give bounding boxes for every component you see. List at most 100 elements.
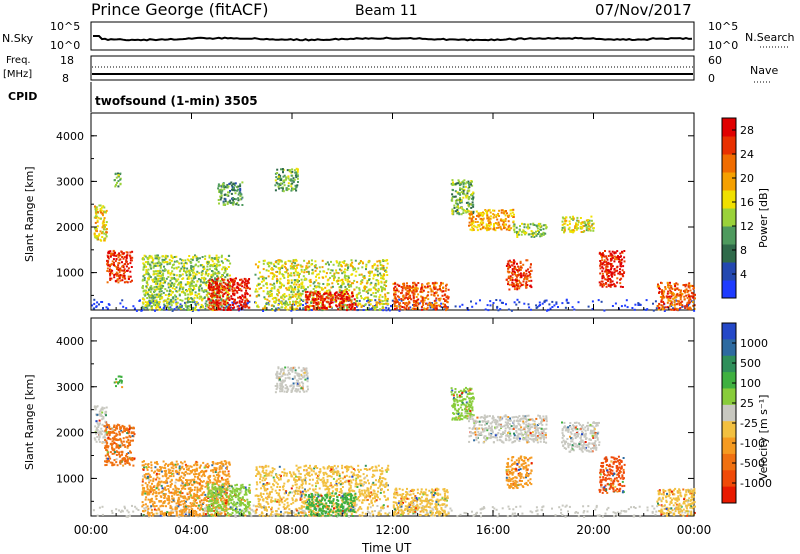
echo-cell: [115, 273, 118, 276]
echo-cell: [590, 215, 593, 218]
echo-cell: [429, 306, 432, 309]
echo-cell: [160, 275, 163, 278]
echo-cell: [499, 227, 502, 230]
echo-cell: [210, 295, 213, 298]
echo-cell: [353, 507, 356, 510]
echo-cell: [486, 217, 489, 220]
echo-cell: [313, 292, 315, 295]
echo-cell: [369, 283, 372, 286]
echo-cell: [145, 265, 148, 268]
echo-cell: [405, 294, 408, 297]
echo-cell: [686, 296, 689, 299]
echo-cell: [511, 270, 514, 273]
echo-cell: [297, 181, 299, 183]
echo-cell: [154, 289, 157, 291]
echo-cell: [171, 257, 174, 260]
echo-cell: [285, 287, 288, 290]
echo-cell: [603, 284, 605, 287]
echo-cell: [221, 304, 224, 307]
echo-cell: [681, 304, 684, 307]
echo-cell: [96, 220, 99, 223]
echo-cell: [662, 292, 665, 295]
echo-cell: [111, 272, 114, 275]
echo-cell: [162, 277, 165, 279]
echo-cell: [467, 180, 470, 183]
echo-cell: [341, 261, 344, 264]
echo-cell: [616, 277, 619, 280]
echo-cell: [238, 304, 241, 307]
echo-cell: [101, 222, 104, 225]
echo-cell: [196, 296, 199, 299]
echo-cell: [364, 285, 366, 288]
echo-cell: [505, 210, 507, 212]
echo-cell: [129, 270, 132, 273]
echo-cell: [502, 219, 505, 222]
echo-cell: [118, 509, 121, 512]
echo-cell: [456, 210, 459, 213]
echo-cell: [536, 306, 539, 309]
echo-cell: [535, 230, 537, 233]
colorbar-swatch: [722, 172, 736, 191]
echo-cell: [337, 279, 340, 282]
echo-cell: [555, 302, 558, 305]
echo-cell: [444, 303, 446, 306]
echo-cell: [283, 174, 286, 177]
echo-cell: [503, 210, 506, 213]
echo-cell: [320, 305, 323, 308]
echo-cell: [95, 432, 97, 435]
echo-cell: [324, 307, 326, 310]
echo-cell: [670, 286, 673, 289]
echo-cell: [352, 294, 354, 297]
echo-cell: [107, 303, 110, 306]
echo-cell: [663, 302, 666, 305]
echo-cell: [485, 226, 488, 229]
echo-cell: [231, 187, 234, 190]
echo-cell: [227, 254, 230, 257]
echo-cell: [249, 294, 252, 297]
echo-cell: [246, 507, 249, 510]
echo-cell: [686, 303, 688, 306]
echo-cell: [581, 226, 584, 229]
echo-cell: [352, 269, 355, 272]
echo-cell: [180, 262, 183, 265]
echo-cell: [238, 190, 241, 193]
echo-cell: [166, 297, 169, 300]
echo-cell: [414, 302, 417, 305]
echo-cell: [119, 269, 122, 272]
echo-cell: [276, 178, 279, 180]
echo-cell: [460, 182, 463, 185]
echo-cell: [232, 203, 235, 206]
echo-cell: [633, 506, 635, 509]
echo-cell: [226, 287, 229, 290]
echo-cell: [198, 507, 201, 510]
echo-cell: [473, 514, 476, 516]
echo-cell: [277, 259, 280, 262]
echo-cell: [323, 305, 326, 308]
echo-cell: [422, 302, 424, 305]
echo-cell: [178, 274, 181, 276]
echo-cell: [229, 274, 231, 277]
echo-cell: [210, 288, 212, 291]
echo-cell: [94, 408, 97, 411]
echo-cell: [286, 288, 289, 291]
echo-cell: [148, 515, 150, 518]
echo-cell: [459, 201, 462, 204]
echo-cell: [379, 264, 382, 266]
echo-cell: [330, 306, 333, 309]
echo-cell: [121, 261, 123, 264]
echo-cell: [530, 270, 532, 272]
echo-cell: [105, 221, 108, 224]
echo-cell: [332, 263, 335, 266]
echo-cell: [507, 308, 510, 311]
echo-cell: [106, 281, 109, 284]
echo-cell: [144, 255, 147, 258]
echo-cell: [121, 279, 124, 282]
echo-cell: [524, 274, 527, 277]
echo-cell: [568, 505, 571, 508]
echo-cell: [95, 210, 98, 213]
echo-cell: [688, 295, 690, 298]
echo-cell: [295, 259, 298, 262]
echo-cell: [489, 211, 492, 214]
echo-cell: [489, 304, 492, 307]
echo-cell: [170, 272, 173, 275]
